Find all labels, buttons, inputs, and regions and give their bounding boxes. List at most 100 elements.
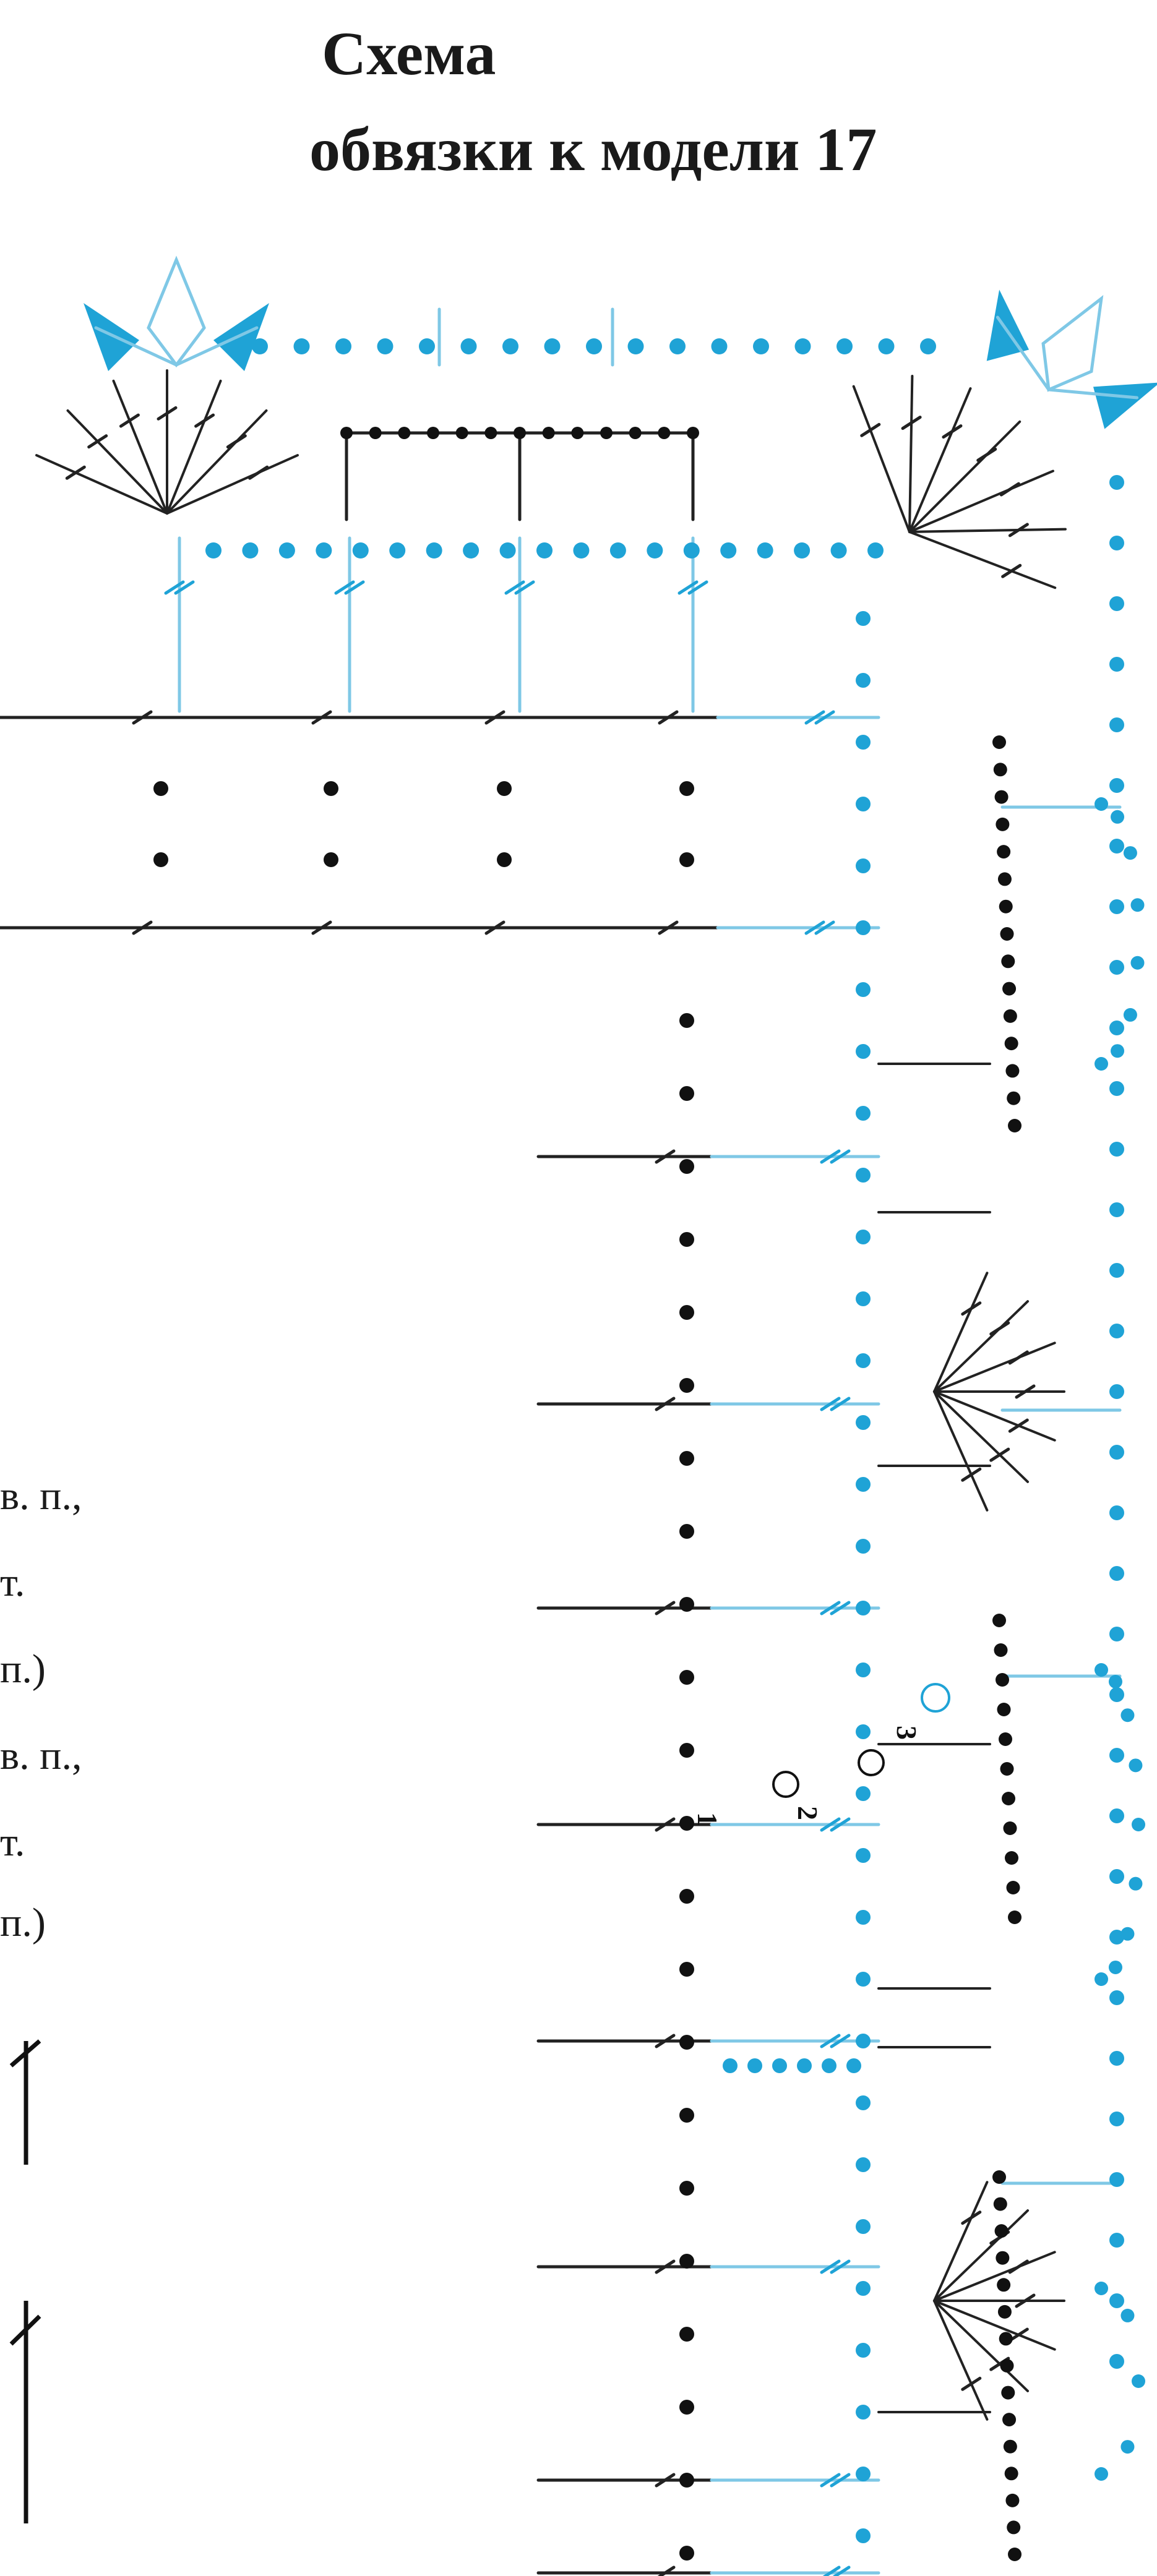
chain-dot bbox=[484, 427, 497, 439]
chain-dot bbox=[1130, 956, 1145, 970]
stitch-tick bbox=[655, 1149, 676, 1164]
chain-dot bbox=[856, 982, 871, 997]
chain-dot bbox=[316, 542, 332, 558]
chain-dot bbox=[499, 542, 516, 558]
chain-dot bbox=[856, 1601, 871, 1615]
stitch-tick bbox=[174, 580, 195, 595]
fan-spoke bbox=[933, 2300, 989, 2421]
chain-dot bbox=[419, 338, 435, 354]
chain-dot bbox=[856, 1724, 871, 1739]
chain-dot bbox=[856, 1539, 871, 1554]
stitch-tick bbox=[1001, 563, 1022, 578]
chain-dot bbox=[324, 781, 338, 796]
chain-dot bbox=[352, 542, 369, 558]
chain-dot bbox=[609, 542, 626, 558]
chain-dot bbox=[830, 542, 847, 558]
chain-dot bbox=[1003, 1821, 1017, 1835]
chain-dot bbox=[1109, 536, 1124, 550]
stitch-tick bbox=[830, 2259, 851, 2274]
fan-motifs bbox=[35, 255, 1157, 2421]
chain-dot bbox=[856, 1168, 871, 1183]
chain-dot bbox=[1109, 1566, 1124, 1581]
chain-dot bbox=[856, 1786, 871, 1801]
stitch-tick bbox=[989, 1447, 1010, 1462]
chain-dot bbox=[679, 1962, 694, 1977]
fan-spoke bbox=[933, 2300, 1056, 2351]
chain-dot bbox=[1095, 797, 1108, 811]
chain-dot bbox=[1007, 1091, 1021, 1105]
chain-dot bbox=[1109, 1869, 1124, 1884]
fan-spoke bbox=[66, 409, 168, 515]
chain-dot bbox=[747, 2058, 762, 2073]
leaf-motif bbox=[986, 289, 1157, 429]
stitch-tick bbox=[942, 424, 963, 439]
fan-spoke bbox=[908, 420, 1022, 533]
row-markers: 1 2 3 bbox=[692, 1683, 950, 1826]
stitch-tick bbox=[961, 1301, 982, 1316]
chain-dot bbox=[293, 338, 310, 354]
chain-dot bbox=[999, 1732, 1012, 1746]
stitch-tick bbox=[514, 580, 535, 595]
stitch-tick bbox=[119, 413, 140, 428]
stitch-tick bbox=[334, 580, 355, 595]
chain-dot bbox=[153, 852, 168, 867]
stitch-tick bbox=[830, 2473, 851, 2488]
chain-dot bbox=[1002, 2413, 1017, 2427]
stitch-tick bbox=[820, 2034, 841, 2048]
stitch-tick bbox=[658, 920, 679, 935]
chain-dot bbox=[679, 1889, 694, 1904]
chain-dot bbox=[679, 1305, 694, 1320]
chain-dot bbox=[1005, 1064, 1020, 1078]
chain-dot bbox=[1120, 1708, 1135, 1722]
chain-dot bbox=[856, 920, 871, 935]
chain-dot bbox=[1109, 657, 1124, 672]
chain-dot bbox=[679, 1159, 694, 1174]
fan-spoke bbox=[852, 385, 911, 533]
stitch-tick bbox=[830, 1149, 851, 1164]
chain-dot bbox=[460, 338, 477, 354]
fan-spoke bbox=[166, 379, 222, 515]
stitch-tick bbox=[655, 2034, 676, 2048]
chain-dot bbox=[679, 1816, 694, 1831]
leaf-outline bbox=[147, 255, 206, 368]
chain-dot bbox=[669, 338, 686, 354]
stitch-tick bbox=[830, 1817, 851, 1832]
leaf-fill bbox=[986, 289, 1030, 361]
chain-dot bbox=[993, 763, 1007, 777]
chain-dot bbox=[996, 1673, 1009, 1687]
chain-dot bbox=[1109, 1990, 1124, 2005]
stitch-tick bbox=[484, 920, 505, 935]
stitch-tick bbox=[830, 2034, 851, 2048]
stitch-tick bbox=[822, 2565, 841, 2576]
stitch-tick bbox=[820, 2473, 841, 2488]
stitch-tick bbox=[1008, 523, 1029, 537]
chain-dot bbox=[856, 2219, 871, 2234]
chain-dot bbox=[679, 2546, 694, 2561]
chain-dot bbox=[1109, 717, 1124, 732]
chain-dot bbox=[1002, 1792, 1015, 1805]
fan-spoke bbox=[908, 375, 914, 533]
stitch-tick bbox=[820, 1817, 841, 1832]
chain-dot bbox=[455, 427, 468, 439]
chain-dot bbox=[497, 852, 512, 867]
marker-2: 2 bbox=[792, 1806, 824, 1820]
chain-dot bbox=[687, 427, 699, 439]
stitch-tick bbox=[655, 2259, 676, 2274]
chain-dot bbox=[502, 338, 518, 354]
legend-text-6: п.) bbox=[0, 1900, 46, 1945]
fan-spoke bbox=[908, 531, 1057, 589]
fan-spoke bbox=[933, 1390, 989, 1512]
chain-dot bbox=[1109, 1687, 1124, 1702]
chain-dot bbox=[1095, 2467, 1108, 2481]
chain-dot bbox=[1008, 2548, 1022, 2561]
stitch-tick bbox=[814, 710, 835, 725]
chain-dot bbox=[1109, 1445, 1124, 1460]
chain-dot bbox=[1109, 2354, 1124, 2369]
fan-spoke bbox=[933, 1341, 1056, 1393]
chain-dot bbox=[1002, 982, 1017, 996]
stitch-tick bbox=[655, 1397, 676, 1411]
chain-dot bbox=[999, 899, 1013, 914]
chain-dot bbox=[1000, 1762, 1014, 1776]
chain-dot bbox=[398, 427, 411, 439]
